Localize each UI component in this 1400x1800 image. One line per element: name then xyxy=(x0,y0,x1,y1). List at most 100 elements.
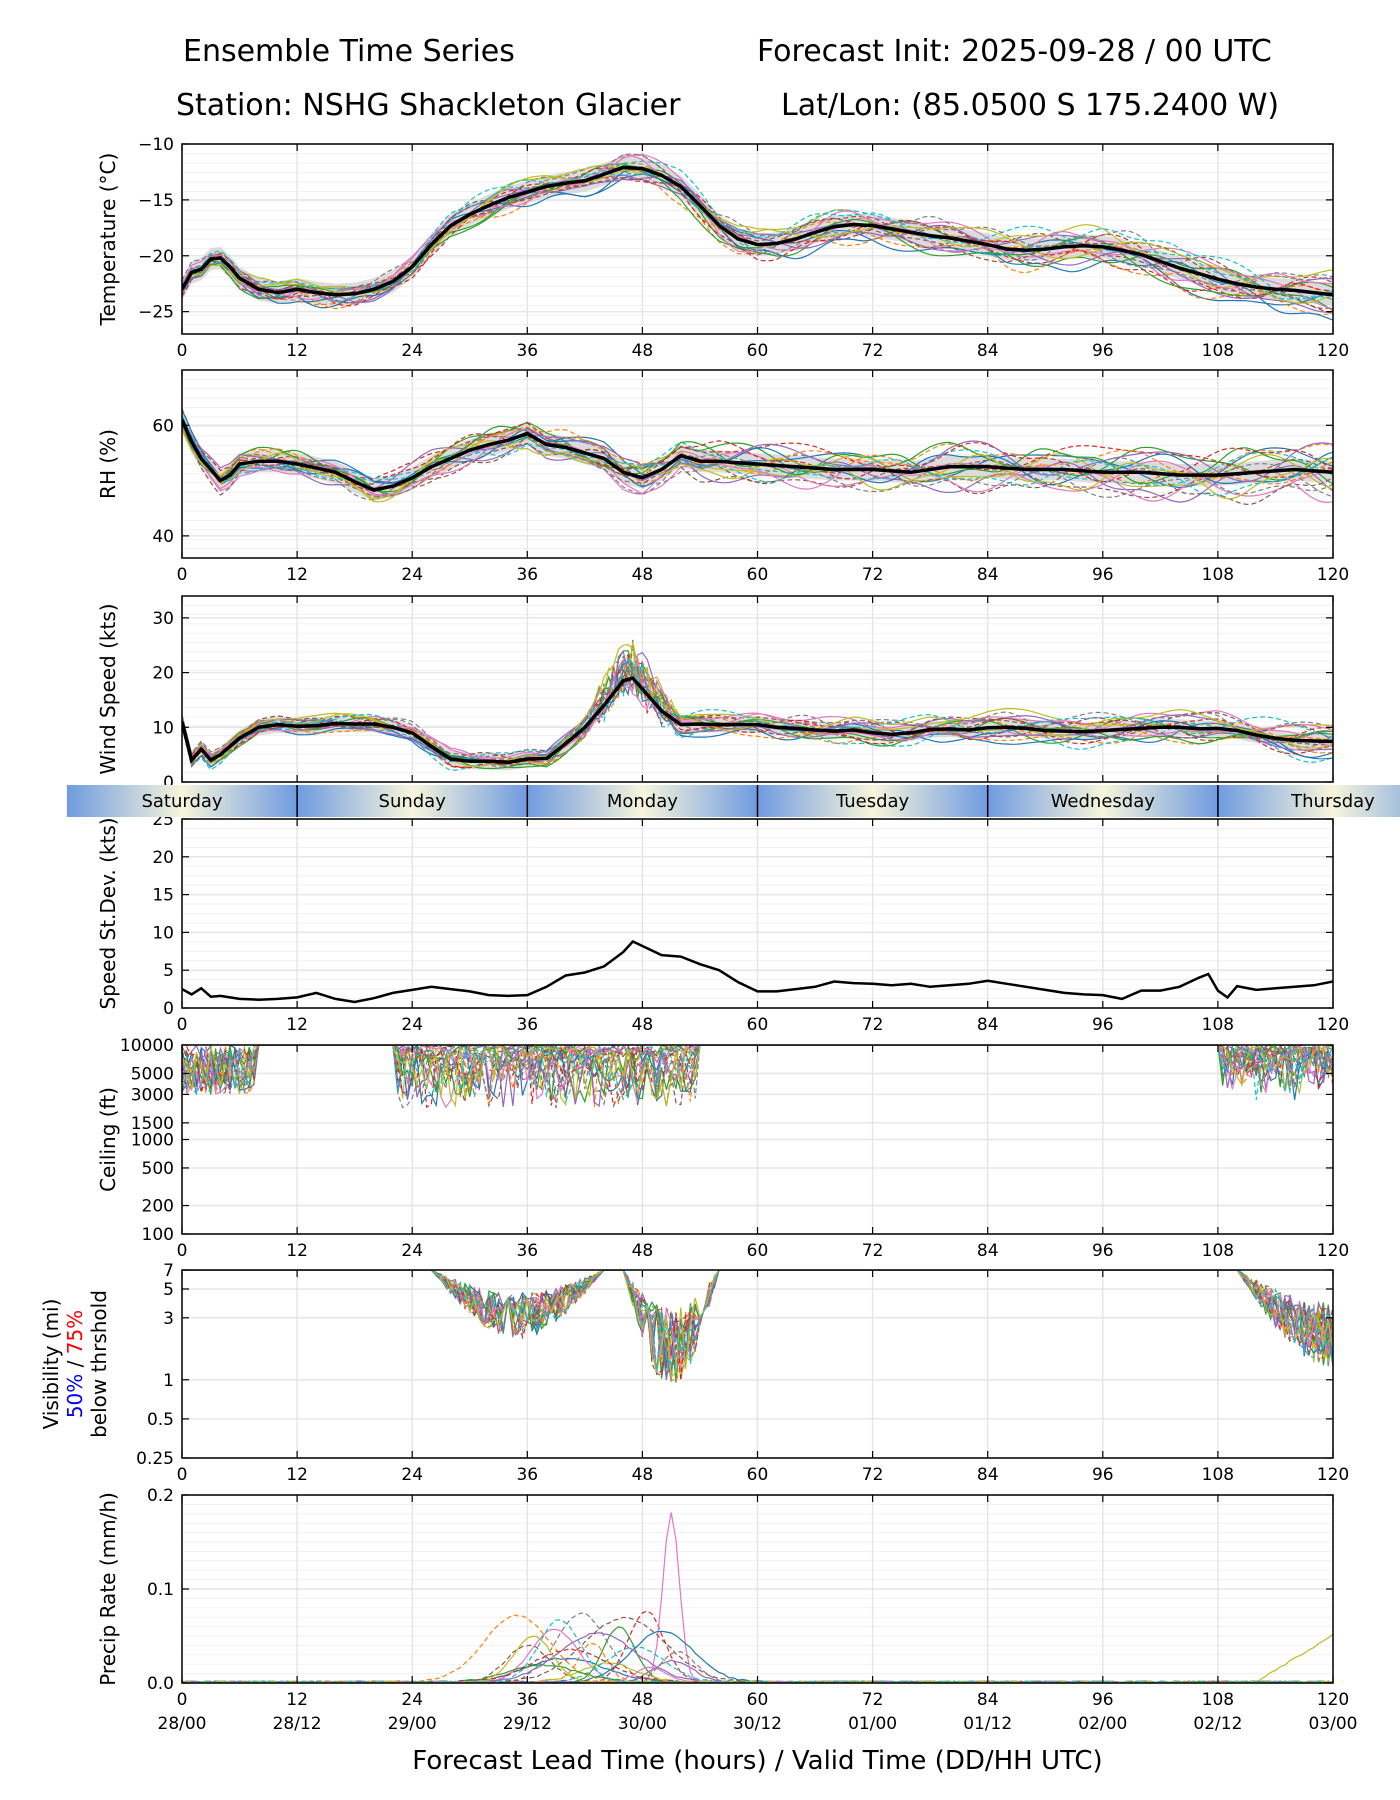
x-tick-label: 36 xyxy=(516,1241,538,1261)
ensemble-member-line xyxy=(182,423,1333,486)
y-tick-label: 15 xyxy=(152,886,174,906)
y-tick-label: 0 xyxy=(163,773,174,793)
day-label: Sunday xyxy=(379,791,447,812)
ensemble-mean-line xyxy=(182,939,1333,1004)
x-tick-label: 96 xyxy=(1092,341,1114,361)
ensemble-mean-line xyxy=(182,419,1333,492)
y-tick-label: 3000 xyxy=(131,1085,174,1105)
x-tick-label: 60 xyxy=(747,341,769,361)
x-tick-label: 72 xyxy=(862,1465,884,1485)
day-label: Tuesday xyxy=(835,791,910,812)
panel-rh: 40 60 0 12 24 36 48 60 72 84 96 108 120 RH (%) xyxy=(96,369,1349,585)
x-tick-label: 96 xyxy=(1092,1241,1114,1261)
x-tick-label: 12 xyxy=(286,565,308,585)
x-tick-label: 36 xyxy=(516,1690,538,1710)
day-segment xyxy=(757,785,988,817)
x-axis-title: Forecast Lead Time (hours) / Valid Time … xyxy=(412,1746,1102,1776)
day-segment xyxy=(1217,785,1400,817)
y-tick-label: 40 xyxy=(152,527,174,547)
x-tick-label: 12 xyxy=(286,341,308,361)
x-tick-label: 0 xyxy=(177,565,188,585)
valid-time-label: 29/12 xyxy=(503,1714,552,1734)
y-tick-label: 0.1 xyxy=(147,1580,174,1600)
spread-band xyxy=(182,408,1333,502)
x-tick-label: 12 xyxy=(286,1241,308,1261)
ensemble-member-line xyxy=(182,662,1333,768)
y-axis-label: below thrshold xyxy=(87,1290,111,1438)
y-tick-label: 5 xyxy=(163,1280,174,1300)
x-tick-label: 120 xyxy=(1317,341,1349,361)
x-tick-label: 24 xyxy=(401,565,423,585)
x-tick-label: 60 xyxy=(747,1241,769,1261)
x-tick-label: 36 xyxy=(516,1015,538,1035)
ensemble-member-line xyxy=(182,177,1333,299)
y-axis-label: RH (%) xyxy=(96,429,120,499)
x-tick-label: 96 xyxy=(1092,1690,1114,1710)
x-tick-label: 108 xyxy=(1202,1690,1234,1710)
y-axis-label: Temperature (°C) xyxy=(96,153,120,327)
panel-wind: 010203001224364860728496108120Wind Speed… xyxy=(96,595,1349,809)
day-segment xyxy=(527,785,758,817)
y-tick-label: 20 xyxy=(152,664,174,684)
x-tick-label: 120 xyxy=(1317,1015,1349,1035)
x-tick-label: 108 xyxy=(1202,1015,1234,1035)
x-tick-label: 84 xyxy=(977,1241,999,1261)
x-tick-label: 60 xyxy=(747,1690,769,1710)
plot-area-speed_stdev xyxy=(182,939,1333,1004)
day-segment xyxy=(987,785,1218,817)
y-tick-label: 0 xyxy=(163,999,174,1019)
x-tick-label: 24 xyxy=(401,341,423,361)
y-tick-label: 30 xyxy=(152,609,174,629)
spread-band xyxy=(182,669,1333,771)
ensemble-member-line xyxy=(182,659,1333,764)
y-tick-label: 1 xyxy=(163,1371,174,1391)
x-tick-label: 108 xyxy=(1202,1241,1234,1261)
ensemble-member-line xyxy=(182,660,1333,766)
x-tick-label: 108 xyxy=(1202,341,1234,361)
plot-area-wind xyxy=(182,639,1333,772)
y-tick-label: 7 xyxy=(163,1261,174,1281)
y-tick-label: −15 xyxy=(138,191,174,211)
valid-time-label: 01/00 xyxy=(848,1714,897,1734)
ensemble-member-line xyxy=(182,429,1333,503)
label-separator: / xyxy=(63,1354,87,1373)
valid-time-label: 28/12 xyxy=(273,1714,322,1734)
x-tick-label: 120 xyxy=(1317,1465,1349,1485)
y-tick-label: 1500 xyxy=(131,1114,174,1134)
x-tick-label: 84 xyxy=(977,1690,999,1710)
x-tick-label: 36 xyxy=(516,565,538,585)
ensemble-member-line xyxy=(182,659,1333,763)
day-label: Wednesday xyxy=(1051,791,1156,812)
y-axis-label: Ceiling (ft) xyxy=(96,1087,120,1192)
x-tick-label: 120 xyxy=(1317,1241,1349,1261)
ensemble-mean-line xyxy=(182,676,1333,765)
latlon-label: Lat/Lon: (85.0500 S 175.2400 W) xyxy=(781,88,1280,123)
x-tick-label: 72 xyxy=(862,1241,884,1261)
y-tick-label: −10 xyxy=(138,135,174,155)
y-tick-label: 1000 xyxy=(131,1131,174,1151)
x-tick-label: 12 xyxy=(286,1690,308,1710)
x-tick-label: 48 xyxy=(632,1015,654,1035)
title-left: Ensemble Time Series xyxy=(183,34,515,69)
ensemble-member-line xyxy=(182,415,1333,497)
y-axis-label-thresholds: 50% / 75% xyxy=(63,1310,87,1418)
x-tick-label: 108 xyxy=(1202,565,1234,585)
y-tick-label: 3 xyxy=(163,1309,174,1329)
y-tick-label: 10 xyxy=(152,718,174,738)
x-tick-label: 84 xyxy=(977,341,999,361)
valid-time-label: 02/00 xyxy=(1078,1714,1127,1734)
valid-time-label: 02/12 xyxy=(1193,1714,1242,1734)
x-tick-label: 96 xyxy=(1092,1465,1114,1485)
x-tick-label: 24 xyxy=(401,1241,423,1261)
valid-time-label: 03/00 xyxy=(1309,1714,1358,1734)
day-label: Saturday xyxy=(141,791,222,812)
x-tick-label: 84 xyxy=(977,565,999,585)
day-segment xyxy=(297,785,528,817)
ensemble-member-line xyxy=(182,154,1333,310)
x-tick-label: 24 xyxy=(401,1015,423,1035)
x-tick-label: 0 xyxy=(177,1015,188,1035)
y-tick-label: 500 xyxy=(142,1159,174,1179)
day-band: Saturday Sunday Monday Tuesday Wednesday Thur… xyxy=(66,785,1400,817)
x-tick-label: 72 xyxy=(862,1015,884,1035)
y-tick-label: −25 xyxy=(138,303,174,323)
